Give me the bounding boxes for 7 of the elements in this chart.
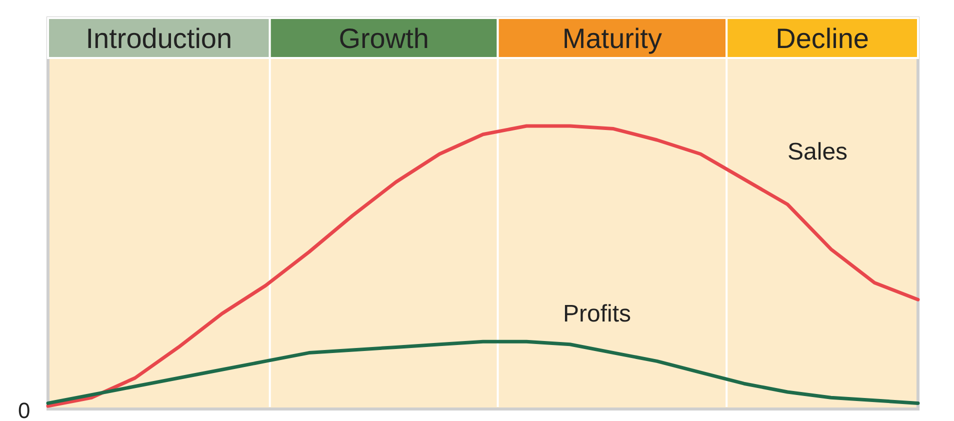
- text: Growth: [338, 23, 429, 54]
- text: Maturity: [562, 23, 662, 54]
- series-label: Sales: [788, 138, 848, 166]
- text: Decline: [776, 23, 869, 54]
- series-label: Profits: [563, 300, 632, 328]
- text: Introduction: [86, 23, 232, 54]
- text: 0: [18, 398, 30, 421]
